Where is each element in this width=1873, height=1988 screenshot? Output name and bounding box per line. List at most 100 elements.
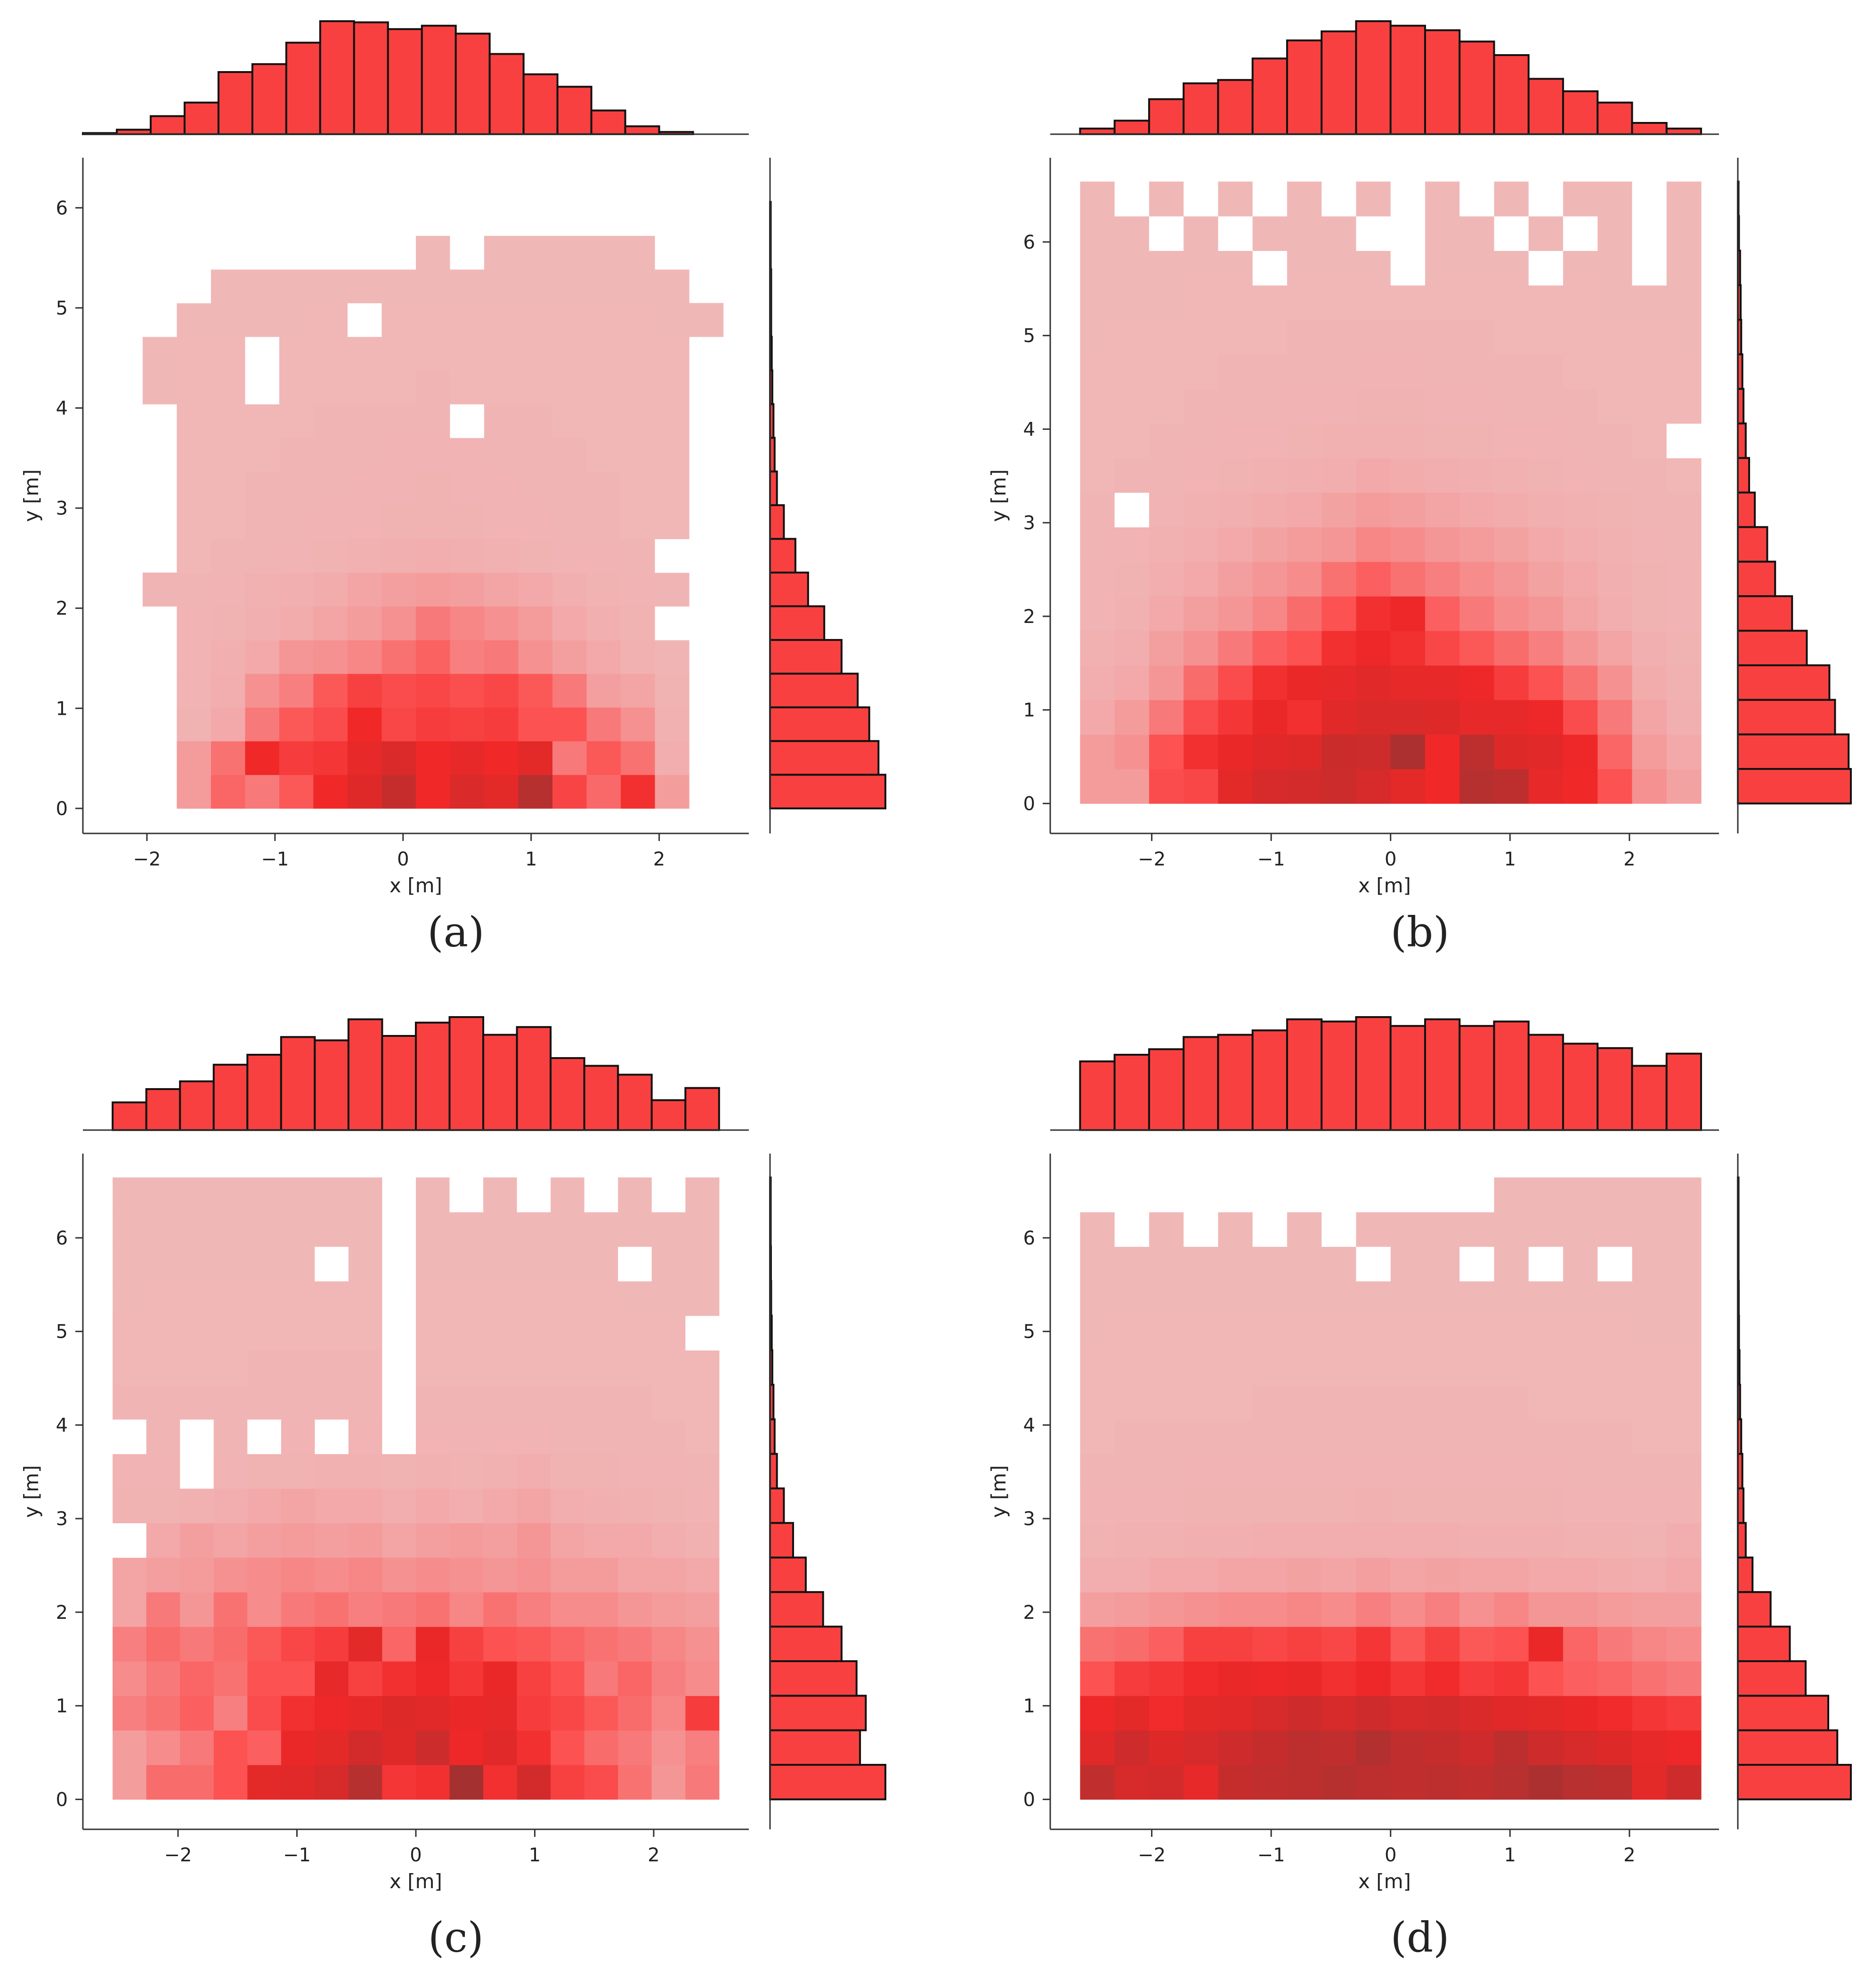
heatmap-cell [1563, 1592, 1598, 1627]
heatmap-cell [651, 1730, 686, 1765]
heatmap-cell [416, 1384, 450, 1420]
heatmap-cell [1356, 769, 1391, 804]
heatmap-cell [655, 471, 689, 506]
heatmap-cell [1184, 665, 1219, 700]
heatmap-cell [1322, 561, 1357, 597]
heatmap-cell [1459, 354, 1495, 389]
heatmap-cell [1425, 1661, 1460, 1696]
heatmap-cell [1184, 1523, 1219, 1558]
heatmap-cell [1459, 1592, 1495, 1627]
heatmap-cell [655, 640, 689, 674]
heatmap-cell [1218, 1384, 1253, 1420]
heatmap-cell [450, 539, 485, 573]
heatmap-cell [1632, 1592, 1667, 1627]
heatmap-cell [1390, 596, 1426, 631]
heatmap-cell [382, 1626, 416, 1662]
heatmap-cell [245, 741, 280, 775]
heatmap-cell [1080, 181, 1115, 217]
heatmap-cell [449, 1696, 484, 1731]
heatmap-cell [279, 572, 314, 607]
heatmap-cell [1563, 665, 1598, 700]
heatmap-cell [279, 741, 314, 775]
heatmap-cell [1356, 354, 1391, 389]
x-marginal-bar [347, 1018, 383, 1131]
heatmap-cell [381, 505, 416, 539]
heatmap-cell [281, 1454, 315, 1489]
heatmap-cell [382, 1419, 416, 1455]
heatmap-cell [347, 471, 382, 506]
heatmap-cell [551, 1488, 585, 1523]
heatmap-cell [281, 1384, 315, 1420]
heatmap-cell [281, 1281, 315, 1316]
heatmap-cell [313, 370, 348, 404]
heatmap-cell [211, 640, 246, 674]
heatmap-cell [685, 1592, 720, 1627]
heatmap-cell [484, 741, 519, 775]
heatmap-cell [211, 572, 246, 607]
heatmap-cell [685, 1488, 720, 1523]
x-tick-label: −2 [133, 849, 161, 870]
heatmap-cell [279, 471, 314, 506]
heatmap-cell [313, 707, 348, 742]
heatmap-cell [213, 1765, 248, 1800]
heatmap-cell [1390, 1384, 1426, 1420]
heatmap-cell [484, 303, 519, 337]
heatmap-cell [1459, 1661, 1495, 1696]
heatmap-cell [484, 572, 519, 607]
heatmap-cell [551, 1523, 585, 1558]
heatmap-cell [1184, 1212, 1219, 1247]
heatmap-cell [211, 437, 246, 472]
heatmap-cell [180, 1384, 214, 1420]
heatmap-cell [347, 505, 382, 539]
heatmap-cell [1149, 458, 1184, 493]
heatmap-cell [1632, 216, 1667, 251]
heatmap-cell [1563, 458, 1598, 493]
heatmap-cell [416, 1730, 450, 1765]
heatmap-cell [1666, 1730, 1702, 1765]
heatmap-cell [517, 1557, 551, 1592]
heatmap-cell [1425, 1212, 1460, 1247]
heatmap-cell [1528, 700, 1564, 735]
y-marginal-bar [769, 672, 859, 709]
heatmap-cell [1149, 1246, 1184, 1282]
heatmap-cell [211, 370, 246, 404]
heatmap-cell [1356, 285, 1391, 320]
heatmap-cell [1252, 458, 1288, 493]
x-tick-label: −1 [1257, 1844, 1285, 1866]
heatmap-cell [1114, 1316, 1150, 1351]
heatmap-cell [1356, 1661, 1391, 1696]
heatmap-cell [1528, 1212, 1564, 1247]
heatmap-cell [1356, 1350, 1391, 1385]
heatmap-cell [517, 1488, 551, 1523]
heatmap-cell [1080, 1626, 1115, 1662]
heatmap-cell [1494, 1246, 1529, 1282]
heatmap-cell [1322, 388, 1357, 424]
heatmap-cell [1632, 1281, 1667, 1316]
heatmap-cell [213, 1246, 248, 1282]
heatmap-cell [146, 1316, 180, 1351]
heatmap-cell [1390, 388, 1426, 424]
heatmap-cell [177, 606, 211, 640]
heatmap-cell [211, 505, 246, 539]
x-marginal-bar [1286, 1018, 1323, 1131]
x-marginal-bar [1321, 30, 1357, 135]
heatmap-cell [1528, 1419, 1564, 1455]
heatmap-cell [1080, 1384, 1115, 1420]
heatmap-cell [1287, 1765, 1322, 1800]
heatmap-cell [1390, 561, 1426, 597]
heatmap-cell [382, 1765, 416, 1800]
heatmap-cell [1287, 1454, 1322, 1489]
heatmap-cell [551, 1661, 585, 1696]
heatmap-cell [1666, 1281, 1702, 1316]
heatmap-cell [1287, 1488, 1322, 1523]
heatmap-cell [416, 404, 451, 438]
heatmap-cell [552, 404, 587, 438]
heatmap-cell [1114, 734, 1150, 769]
x-axis-label: x [m] [1358, 1870, 1411, 1893]
y-marginal-bar [769, 1695, 867, 1731]
heatmap-cell [1322, 423, 1357, 459]
heatmap-cell [1356, 527, 1391, 562]
heatmap-cell [1287, 354, 1322, 389]
heatmap-cell [245, 673, 280, 708]
heatmap-cell [1287, 665, 1322, 700]
